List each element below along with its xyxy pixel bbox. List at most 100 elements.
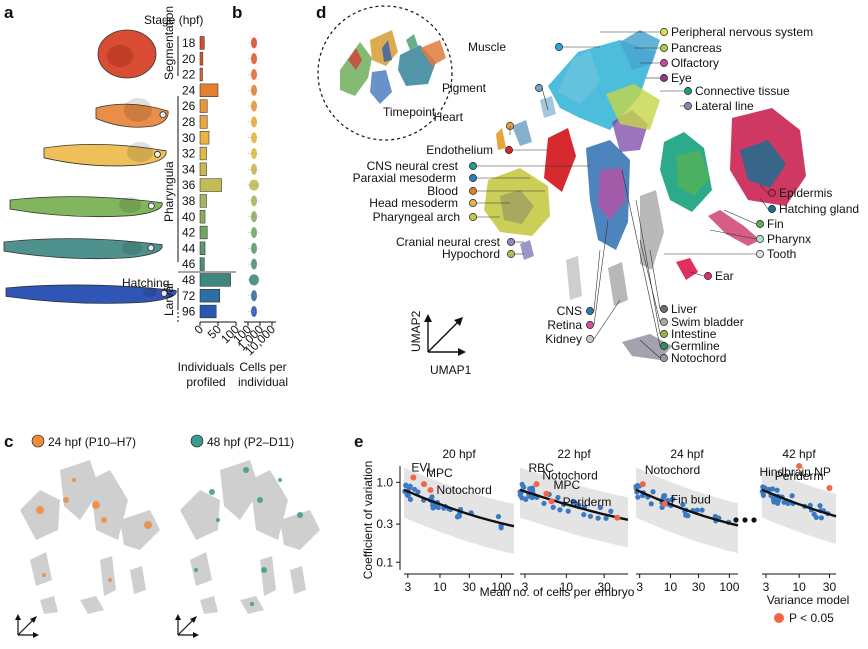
- cluster-label-bottom: Retina: [547, 318, 582, 332]
- highlighted-cells: [257, 497, 263, 503]
- cluster-marker: [469, 199, 477, 207]
- embryo-illustration: [3, 238, 163, 260]
- scatter-point: [456, 511, 462, 517]
- connector-line: [709, 229, 757, 240]
- yolk: [143, 287, 157, 297]
- connector-line: [689, 271, 705, 277]
- e-ytick: 1.0: [376, 475, 393, 489]
- eye-icon: [160, 289, 168, 297]
- cluster-marker: [660, 330, 668, 338]
- highlighted-cells: [278, 478, 282, 482]
- significant-label: Notochord: [542, 469, 597, 483]
- cluster-label-bottom: Kidney: [545, 332, 582, 346]
- e-xtick: 3: [404, 580, 411, 594]
- mini-umap-cluster: [100, 556, 116, 596]
- embryo-illustration: [43, 144, 167, 167]
- cluster-label-right: Hatching gland: [779, 202, 859, 216]
- scatter-point: [670, 496, 676, 502]
- embryo-illustration: [95, 103, 169, 128]
- e-xtick: 3: [636, 580, 643, 594]
- scatter-point: [430, 505, 436, 511]
- significant-point: [548, 498, 555, 505]
- bar-22: [199, 67, 203, 82]
- cluster-label-left: CNS neural crest: [367, 159, 459, 173]
- bar-44: [199, 241, 206, 255]
- scatter-point: [521, 484, 527, 490]
- scatter-point: [608, 508, 614, 514]
- individuals-bar-chart: [199, 36, 231, 319]
- stage-label: 36: [182, 178, 196, 192]
- stage-label: 20: [182, 52, 196, 66]
- scatter-point: [648, 501, 654, 507]
- scatter-point: [774, 500, 781, 506]
- significant-label: Notochord: [436, 483, 491, 497]
- umap-clusters: [484, 30, 806, 360]
- scatter-point: [541, 500, 547, 507]
- significant-point: [410, 474, 417, 481]
- scatter-point: [405, 493, 411, 499]
- mini-umap-cluster: [80, 596, 104, 614]
- cluster-label-right: Tooth: [767, 247, 796, 261]
- connector-line: [759, 184, 769, 194]
- bar-30: [199, 131, 210, 145]
- scatter-point: [699, 507, 705, 513]
- cluster-label-bottom: Intestine: [671, 327, 717, 341]
- mini-umap-cluster: [200, 596, 218, 614]
- yolk: [124, 98, 152, 122]
- stage-label: 40: [182, 210, 196, 224]
- right-cluster-labels: Peripheral nervous system PancreasOlfacto…: [600, 25, 859, 283]
- cluster-marker: [660, 59, 668, 67]
- e-xtick: 3: [522, 580, 529, 594]
- cluster-marker: [660, 318, 668, 326]
- scatter-point: [429, 494, 435, 500]
- cluster-label-left: Pharyngeal arch: [373, 210, 460, 224]
- cluster-liver: [622, 334, 672, 360]
- eye-icon: [147, 244, 155, 252]
- cluster-marker: [469, 187, 477, 195]
- scatter-point: [817, 503, 823, 509]
- cluster-marker: [660, 28, 668, 36]
- significant-label: EVL: [411, 460, 434, 474]
- highlighted-cells: [250, 602, 254, 606]
- e-xtick: 10: [664, 580, 678, 594]
- mini-umap-cluster: [280, 510, 320, 550]
- stage-label: 22: [182, 68, 196, 82]
- umap2-label: UMAP2: [409, 310, 423, 352]
- umap-axes-small-left: [15, 614, 39, 638]
- cluster-label-left: Heart: [434, 110, 464, 124]
- significant-point: [639, 481, 646, 488]
- e-xtick: 30: [463, 580, 477, 594]
- cluster-label-right: Pharynx: [767, 232, 811, 246]
- umap-axes: [424, 314, 466, 356]
- significant-label: Fin bud: [671, 493, 711, 507]
- significant-label: RBC: [529, 461, 555, 475]
- cluster-label-left: Paraxial mesoderm: [353, 171, 456, 185]
- connector-line: [593, 249, 601, 312]
- e-ytick: 0.3: [376, 517, 393, 531]
- stage-label: 44: [182, 241, 196, 255]
- cluster-marker: [704, 272, 712, 280]
- scatter-point: [523, 496, 529, 503]
- bar-20: [199, 52, 204, 66]
- mini-umap-cluster: [90, 470, 128, 540]
- bar-24: [199, 83, 219, 97]
- bar-72: [199, 289, 221, 303]
- group-segmentation: Segmentation: [162, 6, 176, 80]
- legend-significant: P < 0.05: [789, 611, 834, 625]
- legend-dot-48hpf: [190, 434, 204, 448]
- cluster-marker: [586, 321, 594, 329]
- bar-26: [199, 99, 208, 113]
- bar-32: [199, 146, 207, 161]
- facet-title: 22 hpf: [557, 447, 591, 461]
- cluster-label-right: Peripheral nervous system: [671, 25, 813, 39]
- scatter-point: [555, 494, 561, 501]
- connector-line: [593, 219, 609, 326]
- significant-point: [421, 481, 428, 488]
- bar-38: [199, 194, 207, 208]
- cluster-pns: [606, 84, 660, 130]
- connector-line: [593, 299, 621, 340]
- scatter-point: [680, 502, 686, 508]
- stage-label: 24: [182, 83, 196, 97]
- e-ytick: 0.1: [376, 555, 393, 569]
